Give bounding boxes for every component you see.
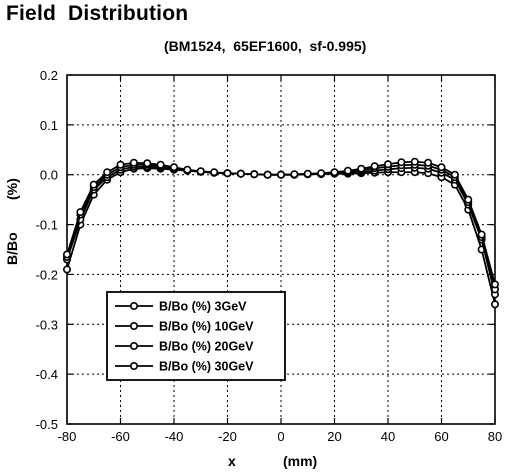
series-point xyxy=(317,169,326,178)
series-point xyxy=(210,168,219,177)
x-tick-label: -80 xyxy=(58,429,77,444)
y-tick-label: -0.3 xyxy=(36,317,58,332)
x-tick-label: 20 xyxy=(327,429,341,444)
series-point xyxy=(276,170,285,179)
x-tick-label: 40 xyxy=(381,429,395,444)
legend: B/Bo (%) 3GeV B/Bo (%) 10GeV B/Bo (%) 20Ge… xyxy=(106,291,286,381)
series-point xyxy=(223,169,232,178)
series-4 xyxy=(62,157,499,289)
series-point xyxy=(343,166,352,175)
series-point xyxy=(303,169,312,178)
x-axis-label: x xyxy=(228,453,236,469)
x-tick-label: -20 xyxy=(218,429,237,444)
series-point xyxy=(357,164,366,173)
y-tick-label: 0.2 xyxy=(40,68,58,83)
legend-label: B/Bo (%) 10GeV xyxy=(159,320,254,334)
x-tick-label: -60 xyxy=(111,429,130,444)
legend-swatch-marker xyxy=(130,301,139,310)
series-point xyxy=(490,300,499,309)
series-point xyxy=(330,168,339,177)
y-tick-label: 0.0 xyxy=(40,168,58,183)
series-point xyxy=(62,265,71,274)
legend-label: B/Bo (%) 3GeV xyxy=(159,300,247,314)
series-point xyxy=(477,230,486,239)
axis-ticks xyxy=(66,74,496,425)
y-axis-unit: (%) xyxy=(4,178,20,200)
series-point xyxy=(116,160,125,169)
series-point xyxy=(450,170,459,179)
series-point xyxy=(437,163,446,172)
y-tick-label: -0.5 xyxy=(36,417,58,432)
series-point xyxy=(103,168,112,177)
series-point xyxy=(263,170,272,179)
series-point xyxy=(250,170,259,179)
series-point xyxy=(370,162,379,171)
x-tick-labels: -80 -60 -40 -20 0 20 40 60 80 xyxy=(58,429,503,444)
y-tick-label: -0.1 xyxy=(36,218,58,233)
y-axis-label: B/Bo xyxy=(4,232,20,265)
chart-subtitle: (BM1524, 65EF1600, sf-0.995) xyxy=(164,38,367,54)
series-point xyxy=(170,163,179,172)
series-point xyxy=(290,170,299,179)
y-tick-label: -0.2 xyxy=(36,267,58,282)
legend-label: B/Bo (%) 20GeV xyxy=(159,340,254,354)
y-tick-labels: 0.2 0.1 0.0 -0.1 -0.2 -0.3 -0.4 -0.5 xyxy=(36,68,58,432)
series-point xyxy=(183,165,192,174)
chart-title: Field Distribution xyxy=(6,2,189,25)
legend-label: B/Bo (%) 30GeV xyxy=(159,360,254,374)
series-point xyxy=(490,280,499,289)
x-axis-unit: (mm) xyxy=(283,453,317,469)
series-point xyxy=(62,250,71,259)
x-tick-label: -40 xyxy=(165,429,184,444)
x-tick-label: 0 xyxy=(277,429,284,444)
legend-swatch-marker xyxy=(130,321,139,330)
series-point xyxy=(383,160,392,169)
series-point xyxy=(464,195,473,204)
series-point xyxy=(236,169,245,178)
series-point xyxy=(76,208,85,217)
series-point xyxy=(129,158,138,167)
series-point xyxy=(143,159,152,168)
series-point xyxy=(410,157,419,166)
legend-swatch-marker xyxy=(130,341,139,350)
series-point xyxy=(156,160,165,169)
x-tick-label: 80 xyxy=(488,429,502,444)
series-point xyxy=(424,158,433,167)
series-point xyxy=(89,180,98,189)
series-point xyxy=(196,167,205,176)
y-tick-label: 0.1 xyxy=(40,118,58,133)
legend-swatch-marker xyxy=(130,361,139,370)
x-tick-label: 60 xyxy=(434,429,448,444)
y-tick-label: -0.4 xyxy=(36,367,58,382)
series-layer xyxy=(62,157,499,309)
series-point xyxy=(397,158,406,167)
